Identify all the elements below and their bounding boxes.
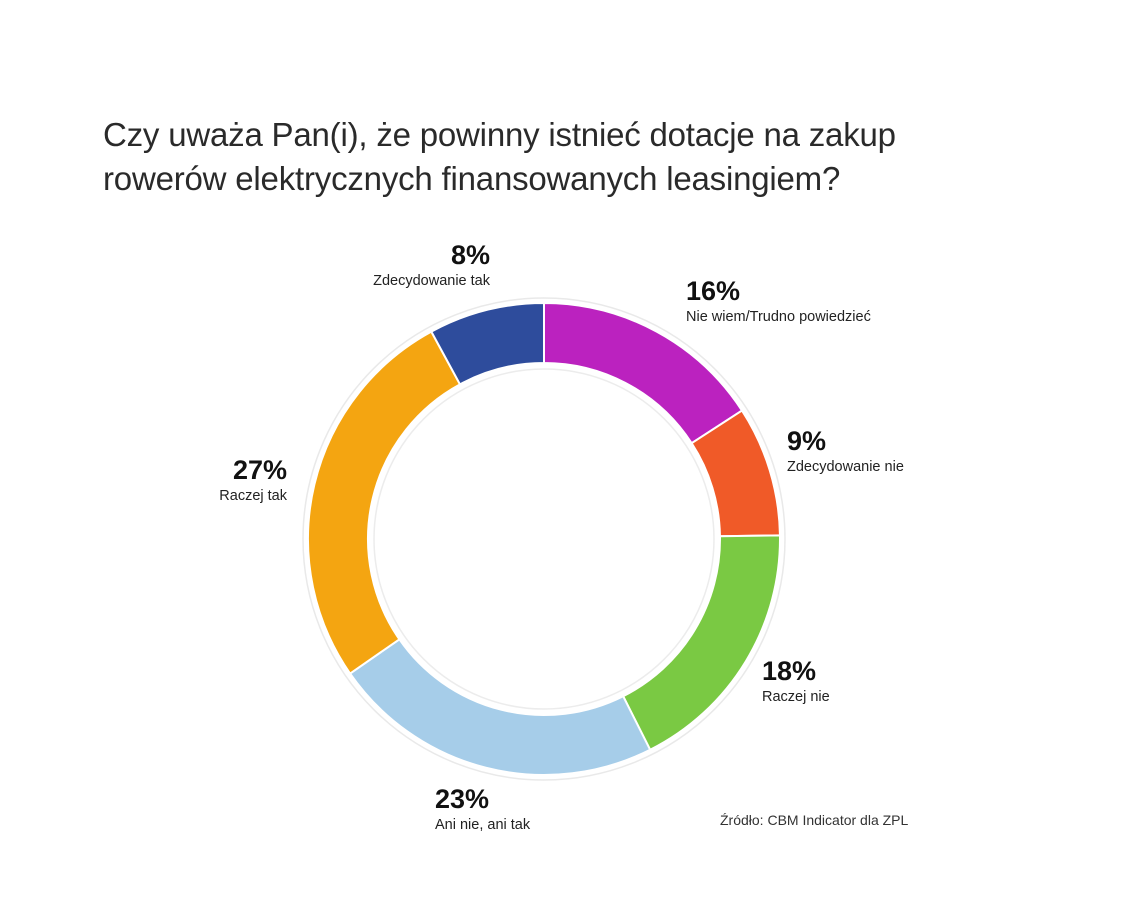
chart-title: Czy uważa Pan(i), że powinny istnieć dot… <box>103 116 896 197</box>
label-pct: 23% <box>435 784 490 814</box>
donut-segment-4 <box>348 637 652 776</box>
label-name: Raczej nie <box>762 689 830 705</box>
label-name: Zdecydowanie tak <box>373 273 490 289</box>
label-pct: 18% <box>762 656 817 686</box>
donut-inner-guide-ring <box>373 368 715 710</box>
label-pct: 27% <box>232 455 287 485</box>
label-name: Raczej tak <box>219 488 287 504</box>
label-raczej-nie: 18% Raczej nie <box>762 656 830 706</box>
label-ani-nie-ani-tak: 23% Ani nie, ani tak <box>435 784 530 834</box>
label-pct: 8% <box>450 240 490 270</box>
label-pct: 16% <box>686 276 741 306</box>
donut-outer-guide-ring <box>302 297 786 781</box>
donut-segment-5 <box>307 330 462 675</box>
label-raczej-tak: 27% Raczej tak <box>150 455 287 505</box>
label-name: Zdecydowanie nie <box>787 459 904 475</box>
donut-segment-6 <box>429 301 545 386</box>
donut-segments <box>307 301 781 776</box>
source-note: Źródło: CBM Indicator dla ZPL <box>720 812 909 828</box>
label-nie-wiem: 16% Nie wiem/Trudno powiedzieć <box>686 276 871 326</box>
donut-segment-3 <box>621 534 781 752</box>
label-name: Nie wiem/Trudno powiedzieć <box>686 309 871 325</box>
label-name: Ani nie, ani tak <box>435 817 531 833</box>
label-zdecydowanie-tak: 8% Zdecydowanie tak <box>320 240 490 290</box>
label-zdecydowanie-nie: 9% Zdecydowanie nie <box>787 426 904 476</box>
label-pct: 9% <box>787 426 827 456</box>
